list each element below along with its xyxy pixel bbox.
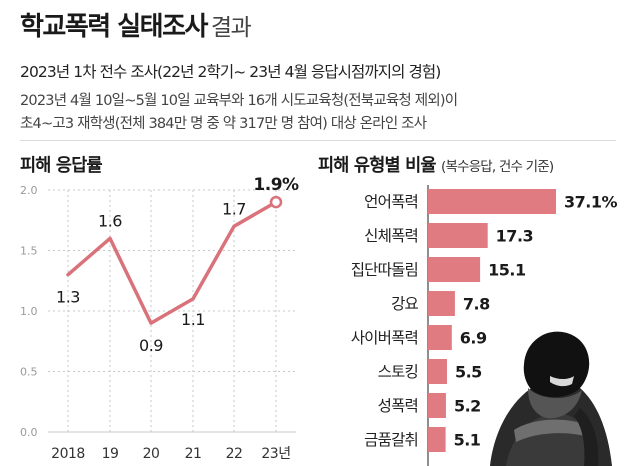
series-line	[66, 200, 278, 325]
y-tick-label: 2.0	[20, 184, 38, 197]
bar-value-label: 5.5	[455, 363, 482, 382]
data-label: 1.6	[98, 211, 122, 230]
bar-value-label: 6.9	[460, 329, 487, 348]
y-tick-label: 0.5	[20, 366, 38, 379]
data-label: 1.9%	[253, 175, 299, 195]
bar	[428, 393, 446, 418]
crouching-student-illustration	[490, 331, 612, 466]
x-tick-label: 20	[143, 446, 160, 462]
bar-category-label: 스토킹	[378, 363, 418, 381]
y-tick-label: 1.5	[20, 245, 38, 258]
bar-value-label: 5.2	[454, 397, 481, 416]
data-point-highlight	[269, 195, 283, 209]
survey-description: 2023년 4월 10일~5월 10일 교육부와 16개 시도교육청(전북교육청…	[20, 90, 620, 136]
bar	[428, 223, 488, 248]
title-main: 학교폭력 실태조사	[20, 12, 208, 42]
bar-chart-title-text: 피해 유형별 비율	[318, 156, 436, 176]
bar-value-label: 7.8	[463, 295, 490, 314]
data-label: 1.3	[56, 288, 80, 307]
line-chart-title-text: 피해 응답률	[20, 156, 103, 176]
bar	[428, 257, 481, 282]
line-chart-title: 피해 응답률	[20, 152, 103, 177]
bar-value-label: 17.3	[496, 227, 533, 246]
bar-chart-title: 피해 유형별 비율 (복수응답, 건수 기준)	[318, 152, 554, 177]
x-tick-label: 19	[102, 446, 119, 462]
bar-category-label: 신체폭력	[364, 227, 418, 245]
x-tick-label: 2018	[51, 446, 85, 462]
bar-value-label: 37.1%	[564, 193, 617, 212]
bar	[428, 325, 452, 350]
bar	[428, 427, 446, 452]
bar-category-label: 금품갈취	[364, 431, 418, 449]
bar	[428, 359, 447, 384]
description-line-2: 초4~고3 재학생(전체 384만 명 중 약 317만 명 참여) 대상 온라…	[20, 116, 427, 132]
y-tick-label: 0.0	[20, 426, 38, 439]
bar-chart-title-note: (복수응답, 건수 기준)	[440, 159, 554, 175]
data-label: 1.7	[222, 199, 246, 218]
bar-category-label: 언어폭력	[364, 193, 418, 211]
bar	[428, 291, 455, 316]
section-divider	[20, 140, 616, 141]
bar-category-label: 집단따돌림	[351, 261, 418, 279]
y-tick-label: 1.0	[20, 305, 38, 318]
x-tick-label: 21	[185, 446, 202, 462]
data-label: 1.1	[181, 310, 205, 329]
bar-category-label: 강요	[391, 295, 418, 313]
bar-value-label: 15.1	[488, 261, 526, 280]
data-label: 0.9	[139, 336, 163, 355]
title-light: 결과	[210, 15, 252, 41]
bar-value-label: 5.1	[454, 431, 481, 450]
line-chart: 0.0 0.5 1.0 1.5 2.0 2018 19 20 21 22 23년 1.3 1.6 0.9 1…	[20, 175, 300, 462]
page-title: 학교폭력 실태조사 결과	[20, 6, 252, 43]
bar-category-label: 성폭력	[378, 397, 418, 415]
description-line-1: 2023년 4월 10일~5월 10일 교육부와 16개 시도교육청(전북교육청…	[20, 93, 458, 109]
x-tick-label: 23년	[261, 446, 290, 462]
bar-category-label: 사이버폭력	[351, 329, 418, 347]
survey-subtitle: 2023년 1차 전수 조사(22년 2학기~ 23년 4월 응답시점까지의 경…	[20, 63, 441, 81]
x-tick-label: 22	[226, 446, 243, 462]
bar	[428, 189, 556, 214]
